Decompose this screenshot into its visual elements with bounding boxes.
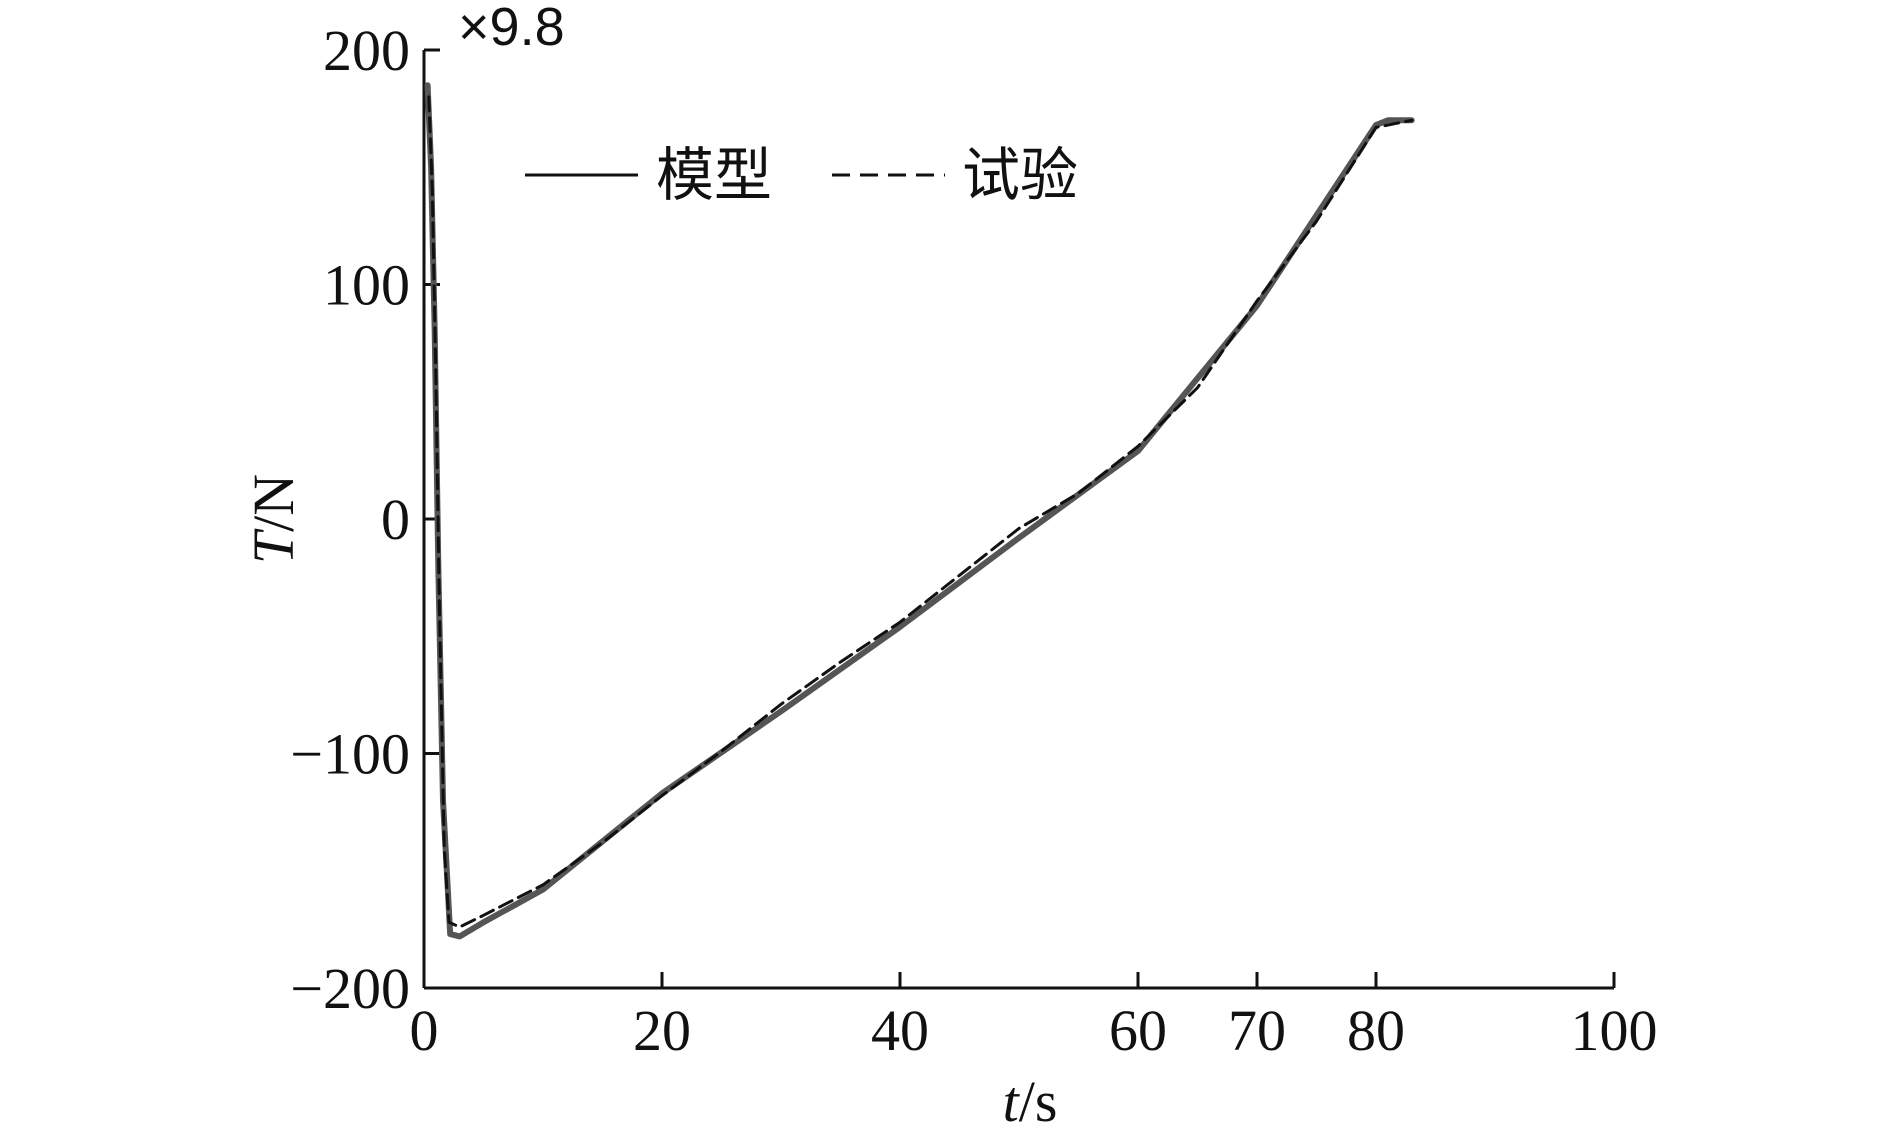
- y-tick-label: 100: [323, 253, 410, 318]
- ticks: [422, 48, 1616, 990]
- x-tick-label: 20: [633, 998, 691, 1063]
- y-tick-label: −100: [290, 722, 410, 787]
- y-axis-unit: /N: [241, 474, 306, 532]
- x-axis-unit: /s: [1019, 1069, 1058, 1129]
- x-tick-label: 60: [1109, 998, 1167, 1063]
- x-tick-label: 100: [1571, 998, 1658, 1063]
- x-tick-label: 0: [410, 998, 439, 1063]
- series-line-model: [424, 82, 1415, 940]
- y-tick-label: 200: [323, 18, 410, 83]
- x-axis-var: t: [1003, 1069, 1021, 1129]
- legend: 模型 试验: [525, 141, 1078, 209]
- tick-labels: 0 20 40 60 70 80 100 200 100 0 −100 −200: [290, 18, 1657, 1063]
- y-tick-label: −200: [290, 956, 410, 1021]
- y-axis-title: T/N: [241, 474, 306, 564]
- series-line-test: [427, 95, 1414, 929]
- x-axis-title: t/s: [1003, 1069, 1058, 1129]
- legend-label-test: 试验: [962, 141, 1078, 209]
- x-tick-label: 70: [1228, 998, 1286, 1063]
- legend-label-model: 模型: [656, 141, 772, 209]
- y-multiplier: ×9.8: [458, 0, 565, 57]
- series-layer: [424, 82, 1415, 940]
- y-tick-label: 0: [381, 487, 410, 552]
- y-axis-var: T: [241, 528, 306, 564]
- x-tick-label: 80: [1347, 998, 1405, 1063]
- x-tick-label: 40: [871, 998, 929, 1063]
